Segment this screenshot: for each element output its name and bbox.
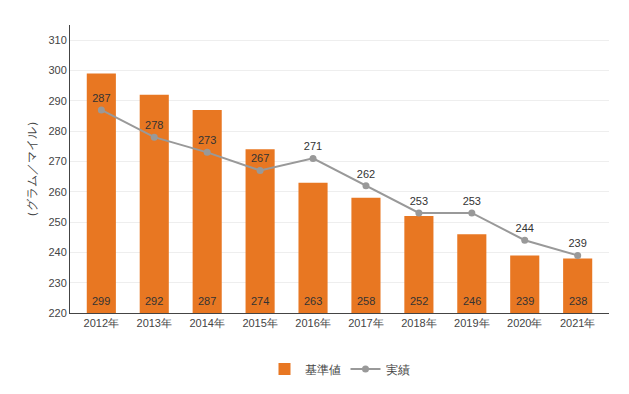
svg-text:270: 270 [48, 155, 66, 167]
svg-text:実績: 実績 [386, 363, 410, 377]
svg-text:299: 299 [92, 295, 110, 307]
svg-text:240: 240 [48, 246, 66, 258]
svg-text:310: 310 [48, 34, 66, 46]
svg-text:300: 300 [48, 64, 66, 76]
svg-text:253: 253 [410, 195, 428, 207]
svg-text:292: 292 [145, 295, 163, 307]
svg-text:2013年: 2013年 [137, 317, 172, 329]
svg-text:2012年: 2012年 [84, 317, 119, 329]
svg-text:239: 239 [569, 237, 587, 249]
svg-text:258: 258 [357, 295, 375, 307]
svg-text:290: 290 [48, 95, 66, 107]
svg-text:244: 244 [516, 222, 534, 234]
svg-text:220: 220 [48, 307, 66, 319]
svg-text:（グラム／マイル）: （グラム／マイル） [25, 115, 39, 223]
svg-text:2015年: 2015年 [242, 317, 277, 329]
svg-text:273: 273 [198, 134, 216, 146]
svg-text:230: 230 [48, 277, 66, 289]
svg-text:262: 262 [357, 168, 375, 180]
svg-text:246: 246 [463, 295, 481, 307]
svg-text:274: 274 [251, 295, 269, 307]
svg-text:2017年: 2017年 [348, 317, 383, 329]
svg-text:271: 271 [304, 140, 322, 152]
svg-text:238: 238 [569, 295, 587, 307]
svg-text:2021年: 2021年 [560, 317, 595, 329]
svg-text:2019年: 2019年 [454, 317, 489, 329]
svg-text:287: 287 [198, 295, 216, 307]
svg-text:260: 260 [48, 186, 66, 198]
svg-text:2020年: 2020年 [507, 317, 542, 329]
svg-text:263: 263 [304, 295, 322, 307]
svg-text:278: 278 [145, 119, 163, 131]
svg-text:280: 280 [48, 125, 66, 137]
svg-text:基準値: 基準値 [305, 363, 341, 377]
svg-text:250: 250 [48, 216, 66, 228]
svg-text:2016年: 2016年 [295, 317, 330, 329]
svg-text:287: 287 [92, 92, 110, 104]
svg-text:267: 267 [251, 152, 269, 164]
svg-text:239: 239 [516, 295, 534, 307]
svg-text:252: 252 [410, 295, 428, 307]
svg-text:2018年: 2018年 [401, 317, 436, 329]
svg-text:2014年: 2014年 [189, 317, 224, 329]
svg-text:253: 253 [463, 195, 481, 207]
